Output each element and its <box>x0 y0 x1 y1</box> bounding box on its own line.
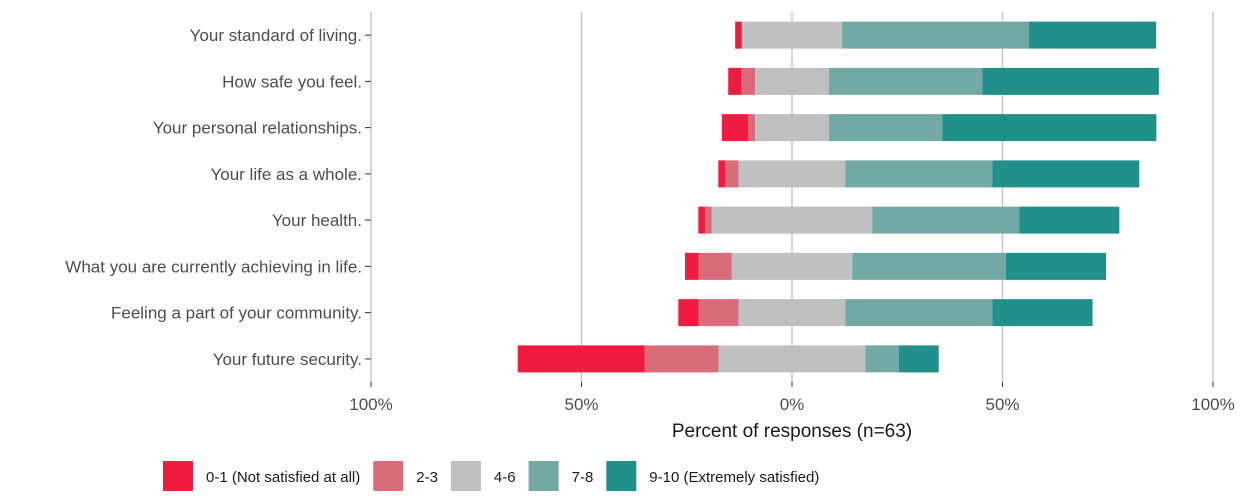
bar-segment <box>942 114 1157 142</box>
bar-segment <box>865 345 899 373</box>
bar-segment <box>698 252 732 280</box>
grid-lines <box>370 12 1214 382</box>
bar-segment <box>992 160 1140 188</box>
bar-segment <box>828 114 943 142</box>
x-tick-label: 100% <box>349 395 392 414</box>
x-axis-title: Percent of responses (n=63) <box>672 421 912 442</box>
bar-segment <box>718 345 866 373</box>
bar-segment <box>718 160 726 188</box>
category-labels: Your standard of living. How safe you fee… <box>65 26 371 369</box>
bar-segment <box>828 67 983 95</box>
legend-label: 7-8 <box>572 469 594 486</box>
bar-segment <box>728 67 742 95</box>
legend-label: 4-6 <box>494 469 516 486</box>
bar-segment <box>741 21 843 49</box>
category-label: How safe you feel. <box>222 72 362 91</box>
category-label: Your health. <box>272 211 362 230</box>
bar-segment <box>644 345 719 373</box>
bar-segment <box>748 114 756 142</box>
bars <box>517 21 1159 373</box>
bar-segment <box>731 252 853 280</box>
bar-segment <box>852 252 1006 280</box>
bar-segment <box>898 345 939 373</box>
bar-segment <box>678 299 699 327</box>
legend-swatch <box>373 461 404 491</box>
bar-segment <box>842 21 1030 49</box>
bar-segment <box>725 160 739 188</box>
bar-segment <box>705 206 712 234</box>
bar-segment <box>872 206 1020 234</box>
bar-segment <box>1005 252 1107 280</box>
category-label: Feeling a part of your community. <box>111 304 362 323</box>
bar-segment <box>738 299 846 327</box>
bar-segment <box>685 252 699 280</box>
category-label: Your future security. <box>213 350 362 369</box>
category-label: What you are currently achieving in life… <box>65 257 362 276</box>
legend-label: 9-10 (Extremely satisfied) <box>649 469 819 486</box>
bar-segment <box>845 299 993 327</box>
category-label: Your personal relationships. <box>153 119 362 138</box>
x-axis-ticks: 100% 50% 0% 50% 100% <box>349 382 1235 414</box>
category-label: Your standard of living. <box>190 26 362 45</box>
x-tick-label: 0% <box>780 395 805 414</box>
legend-swatch <box>528 461 559 491</box>
x-tick-label: 50% <box>985 395 1019 414</box>
bar-segment <box>698 299 739 327</box>
category-label: Your life as a whole. <box>210 165 362 184</box>
legend-swatch <box>163 461 193 491</box>
bar-segment <box>982 67 1159 95</box>
bar-segment <box>1019 206 1120 234</box>
bar-segment <box>517 345 645 373</box>
bar-segment <box>741 67 756 95</box>
bar-segment <box>992 299 1093 327</box>
bar-segment <box>1029 21 1157 49</box>
bar-segment <box>735 21 742 49</box>
legend-swatch <box>606 461 637 491</box>
bar-segment <box>698 206 706 234</box>
legend-label: 0-1 (Not satisfied at all) <box>206 469 360 486</box>
bar-segment <box>738 160 846 188</box>
legend-label: 2-3 <box>416 469 438 486</box>
bar-segment <box>755 67 829 95</box>
bar-segment <box>711 206 873 234</box>
bar-segment <box>845 160 993 188</box>
x-tick-label: 100% <box>1191 395 1234 414</box>
legend-swatch <box>450 461 481 491</box>
bar-segment <box>755 114 829 142</box>
x-tick-label: 50% <box>564 395 598 414</box>
bar-segment <box>721 114 749 142</box>
legend: 0-1 (Not satisfied at all) 2-3 4-6 7-8 9-10 … <box>163 461 819 491</box>
